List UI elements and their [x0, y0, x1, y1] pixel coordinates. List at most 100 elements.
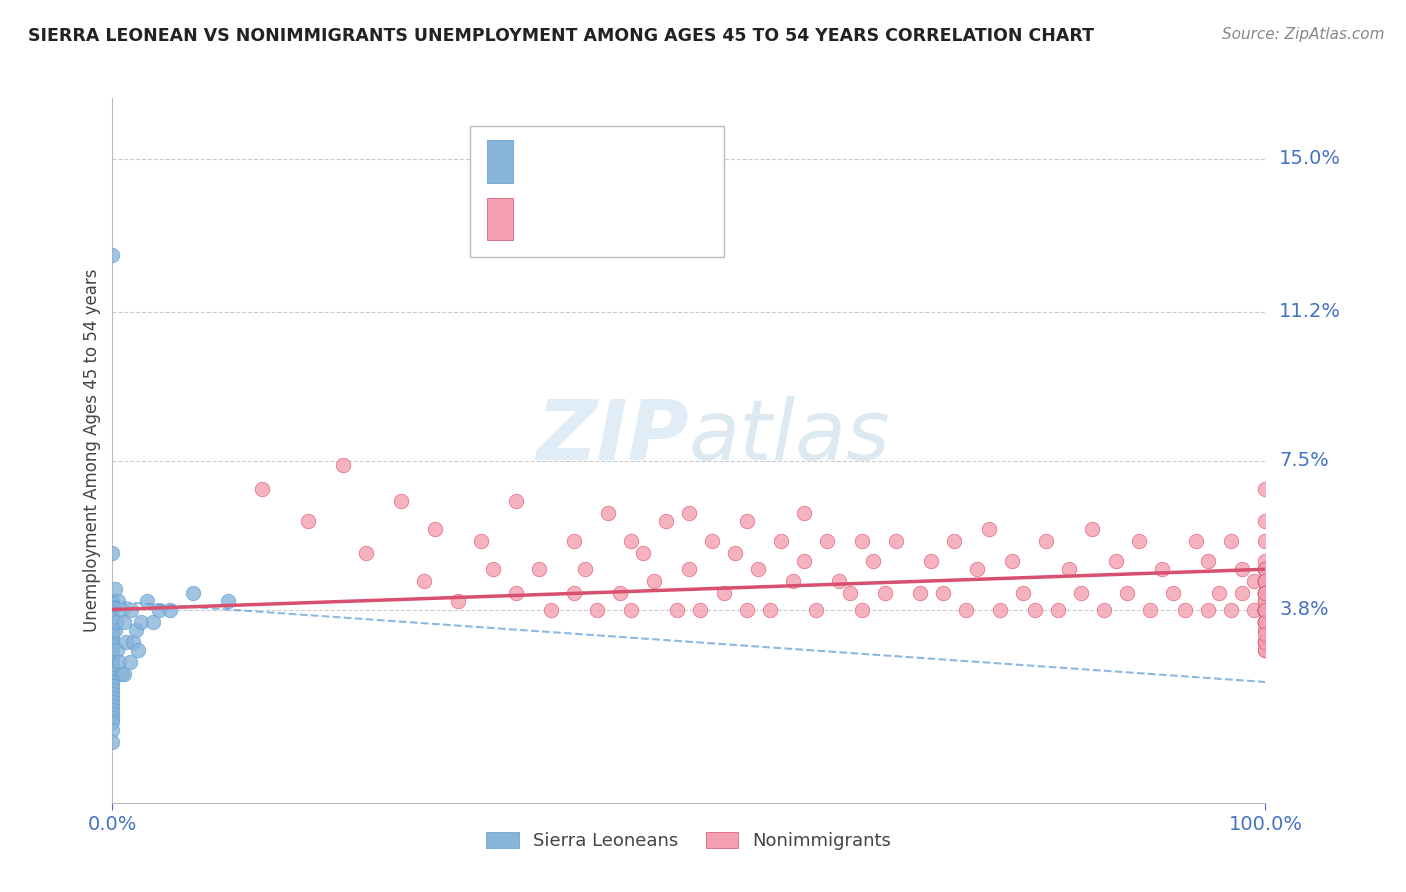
Point: [700, 534, 723, 549]
Point: [1254, 602, 1277, 616]
Point: [118, 655, 141, 669]
Point: [101, 663, 124, 677]
Point: [1254, 602, 1277, 616]
Point: [1254, 594, 1277, 608]
Point: [354, 546, 377, 560]
Point: [101, 618, 124, 632]
Point: [1254, 615, 1277, 629]
Point: [1128, 534, 1150, 549]
Point: [1024, 602, 1046, 616]
Point: [678, 506, 700, 520]
Point: [1254, 615, 1277, 629]
Point: [1254, 602, 1277, 616]
Point: [1254, 602, 1277, 616]
Point: [1254, 602, 1277, 616]
Point: [562, 534, 585, 549]
Text: R =  0.214   N =  143: R = 0.214 N = 143: [526, 211, 720, 228]
Point: [1254, 602, 1277, 616]
Point: [1254, 562, 1277, 576]
Point: [839, 586, 862, 600]
Point: [724, 546, 747, 560]
Point: [1254, 586, 1277, 600]
Point: [1059, 562, 1081, 576]
Point: [252, 482, 274, 496]
Point: [1012, 586, 1035, 600]
Point: [955, 602, 977, 616]
Point: [1254, 634, 1277, 648]
Point: [332, 458, 354, 472]
FancyBboxPatch shape: [488, 198, 513, 241]
Point: [574, 562, 596, 576]
Point: [1254, 634, 1277, 648]
Point: [101, 634, 124, 648]
Point: [1254, 623, 1277, 637]
Point: [1254, 574, 1277, 589]
Text: Source: ZipAtlas.com: Source: ZipAtlas.com: [1222, 27, 1385, 42]
Point: [1254, 642, 1277, 657]
Point: [101, 699, 124, 714]
Point: [1139, 602, 1161, 616]
Point: [101, 659, 124, 673]
Point: [931, 586, 953, 600]
Text: 15.0%: 15.0%: [1279, 149, 1341, 168]
Point: [1254, 594, 1277, 608]
Point: [689, 602, 711, 616]
Point: [1243, 574, 1265, 589]
Point: [1116, 586, 1139, 600]
Point: [1232, 562, 1254, 576]
Point: [920, 554, 942, 568]
Point: [1254, 615, 1277, 629]
Point: [1254, 574, 1277, 589]
Text: atlas: atlas: [689, 396, 890, 477]
Point: [105, 642, 128, 657]
Point: [470, 534, 492, 549]
Point: [101, 248, 124, 262]
Point: [1219, 602, 1241, 616]
Point: [678, 562, 700, 576]
Point: [1219, 534, 1241, 549]
Point: [101, 679, 124, 693]
Point: [101, 626, 124, 640]
Point: [129, 615, 153, 629]
Point: [112, 615, 135, 629]
Point: [1254, 602, 1277, 616]
Point: [1254, 602, 1277, 616]
Point: [1092, 602, 1115, 616]
Point: [505, 586, 527, 600]
Point: [505, 493, 527, 508]
Point: [1254, 554, 1277, 568]
Point: [1254, 534, 1277, 549]
Point: [540, 602, 562, 616]
Point: [1254, 586, 1277, 600]
Point: [758, 602, 780, 616]
Point: [101, 642, 124, 657]
Point: [815, 534, 838, 549]
Point: [1254, 602, 1277, 616]
Point: [115, 634, 138, 648]
Point: [1254, 602, 1277, 616]
Point: [585, 602, 607, 616]
Point: [425, 522, 447, 536]
Point: [977, 522, 1000, 536]
Point: [389, 493, 412, 508]
Point: [713, 586, 735, 600]
Point: [1254, 602, 1277, 616]
Point: [101, 703, 124, 717]
Text: 3.8%: 3.8%: [1279, 600, 1329, 619]
Point: [1254, 642, 1277, 657]
Point: [1001, 554, 1024, 568]
Point: [666, 602, 689, 616]
Point: [1254, 586, 1277, 600]
Point: [1254, 626, 1277, 640]
Point: [620, 534, 643, 549]
Point: [1104, 554, 1126, 568]
Point: [101, 735, 124, 749]
Point: [943, 534, 966, 549]
Point: [1254, 602, 1277, 616]
Point: [101, 675, 124, 690]
Point: [1254, 634, 1277, 648]
Point: [1161, 586, 1184, 600]
Point: [101, 723, 124, 738]
Point: [1254, 586, 1277, 600]
Point: [782, 574, 804, 589]
